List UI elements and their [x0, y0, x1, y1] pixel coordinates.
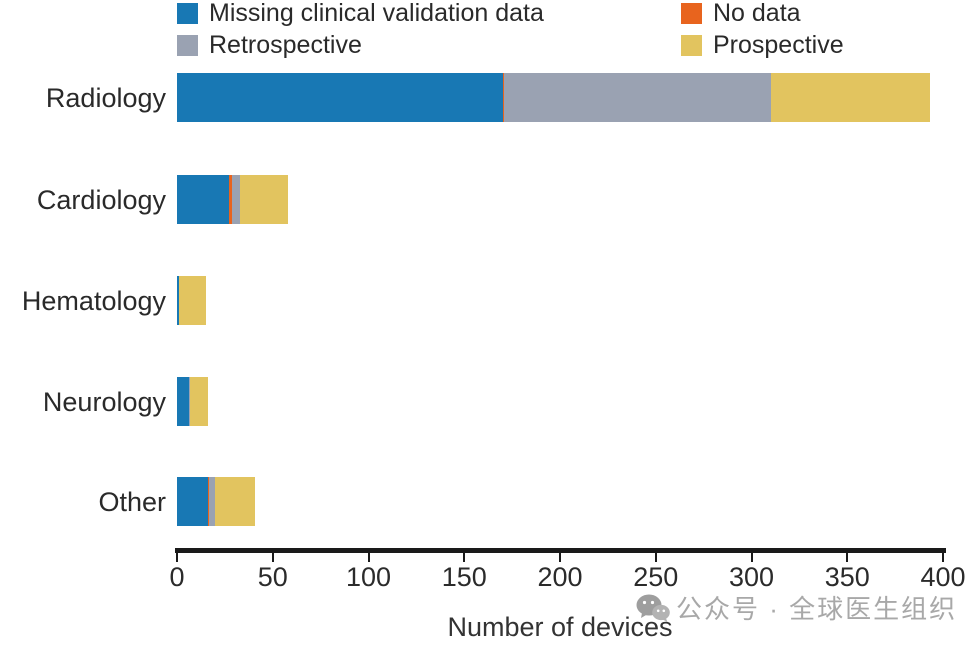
- legend-swatch-retrospective: [177, 35, 198, 56]
- x-tick-mark-400: [942, 553, 944, 562]
- x-tick-mark-250: [654, 553, 657, 562]
- bar-row-hematology: [177, 276, 206, 325]
- legend-item-no-data: No data: [681, 1, 844, 26]
- legend-item-missing-clinical-validation-data: Missing clinical validation data: [177, 1, 544, 26]
- wechat-icon: [636, 593, 670, 623]
- legend-column-left: Missing clinical validation data Retrospe…: [177, 1, 544, 58]
- x-tick-label-0: 0: [169, 562, 185, 592]
- legend-label: Retrospective: [209, 31, 362, 59]
- category-label-cardiology: Cardiology: [36, 184, 166, 215]
- x-axis-line: [175, 548, 946, 553]
- x-tick-label-300: 300: [728, 562, 775, 592]
- bar-segment-other-missing-clinical-validation-data: [177, 477, 208, 526]
- bar-segment-radiology-missing-clinical-validation-data: [177, 73, 503, 122]
- category-label-neurology: Neurology: [42, 386, 166, 417]
- x-tick-label-250: 250: [633, 562, 679, 592]
- bar-row-cardiology: [177, 175, 289, 224]
- watermark: 公众号 · 全球医生组织: [636, 589, 957, 626]
- category-label-hematology: Hematology: [21, 285, 166, 316]
- bar-row-other: [177, 477, 256, 526]
- bar-segment-other-retrospective: [209, 477, 216, 526]
- bar-segment-cardiology-retrospective: [232, 175, 241, 224]
- bar-segment-neurology-retrospective: [188, 377, 191, 426]
- bar-segment-radiology-prospective: [770, 73, 930, 122]
- x-tick-label-150: 150: [441, 562, 487, 592]
- x-tick-mark-200: [559, 553, 561, 562]
- bar-segment-cardiology-no-data: [228, 175, 233, 224]
- legend-item-prospective: Prospective: [681, 33, 844, 58]
- x-tick-label-200: 200: [537, 562, 583, 592]
- legend-item-retrospective: Retrospective: [177, 33, 544, 58]
- bar-segment-neurology-missing-clinical-validation-data: [177, 377, 189, 426]
- legend-swatch-no-data: [681, 3, 702, 24]
- x-tick-mark-50: [271, 553, 274, 562]
- bar-segment-radiology-retrospective: [504, 73, 771, 122]
- legend-swatch-prospective: [681, 35, 702, 56]
- x-tick-mark-0: [176, 553, 178, 562]
- legend-label: Missing clinical validation data: [209, 0, 544, 27]
- legend-swatch-missing-clinical-validation-data: [177, 3, 198, 24]
- x-tick-label-400: 400: [920, 562, 966, 592]
- watermark-text: 公众号 · 全球医生组织: [676, 594, 958, 624]
- x-axis-title: Number of devices: [447, 612, 673, 642]
- category-label-other: Other: [98, 486, 166, 517]
- bar-segment-cardiology-missing-clinical-validation-data: [177, 175, 229, 224]
- x-tick-mark-100: [367, 553, 370, 562]
- legend-label: Prospective: [713, 31, 844, 59]
- bar-segment-other-no-data: [207, 477, 210, 526]
- x-tick-mark-150: [463, 553, 466, 562]
- bar-segment-other-prospective: [215, 477, 256, 526]
- x-tick-label-350: 350: [824, 562, 870, 592]
- category-label-radiology: Radiology: [45, 82, 166, 113]
- bar-segment-cardiology-prospective: [240, 175, 289, 224]
- legend-column-right: No data Prospective: [681, 1, 844, 58]
- x-tick-mark-300: [750, 553, 753, 562]
- bar-segment-neurology-prospective: [190, 377, 208, 426]
- x-tick-label-50: 50: [257, 562, 288, 592]
- legend-label: No data: [713, 0, 801, 27]
- bar-segment-hematology-prospective: [178, 276, 206, 325]
- bar-row-neurology: [177, 377, 208, 426]
- bar-row-radiology: [177, 73, 930, 122]
- x-tick-label-100: 100: [345, 562, 392, 592]
- bar-segment-hematology-missing-clinical-validation-data: [177, 276, 179, 325]
- bar-segment-radiology-no-data: [502, 73, 505, 122]
- x-tick-mark-350: [846, 553, 849, 562]
